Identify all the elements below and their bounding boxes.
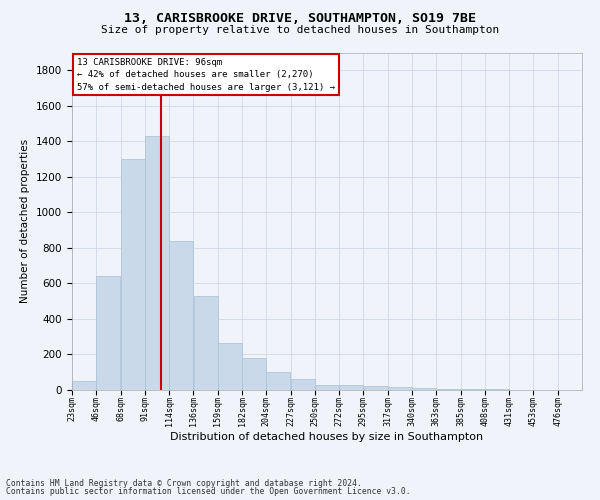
- Bar: [266, 372, 290, 390]
- Bar: [290, 380, 315, 390]
- Bar: [412, 388, 436, 390]
- Bar: [218, 343, 242, 390]
- Bar: [485, 389, 509, 390]
- Text: Contains HM Land Registry data © Crown copyright and database right 2024.: Contains HM Land Registry data © Crown c…: [6, 478, 362, 488]
- Bar: [121, 159, 145, 390]
- Text: Size of property relative to detached houses in Southampton: Size of property relative to detached ho…: [101, 25, 499, 35]
- Text: 13, CARISBROOKE DRIVE, SOUTHAMPTON, SO19 7BE: 13, CARISBROOKE DRIVE, SOUTHAMPTON, SO19…: [124, 12, 476, 26]
- Bar: [169, 241, 193, 390]
- Y-axis label: Number of detached properties: Number of detached properties: [20, 139, 31, 304]
- Bar: [72, 381, 96, 390]
- Bar: [461, 389, 485, 390]
- Bar: [388, 388, 412, 390]
- Text: 13 CARISBROOKE DRIVE: 96sqm
← 42% of detached houses are smaller (2,270)
57% of : 13 CARISBROOKE DRIVE: 96sqm ← 42% of det…: [77, 58, 335, 92]
- Bar: [242, 358, 266, 390]
- X-axis label: Distribution of detached houses by size in Southampton: Distribution of detached houses by size …: [170, 432, 484, 442]
- Bar: [364, 386, 388, 390]
- Bar: [436, 389, 460, 390]
- Bar: [339, 384, 364, 390]
- Bar: [97, 276, 121, 390]
- Text: Contains public sector information licensed under the Open Government Licence v3: Contains public sector information licen…: [6, 487, 410, 496]
- Bar: [194, 296, 218, 390]
- Bar: [315, 384, 339, 390]
- Bar: [145, 136, 169, 390]
